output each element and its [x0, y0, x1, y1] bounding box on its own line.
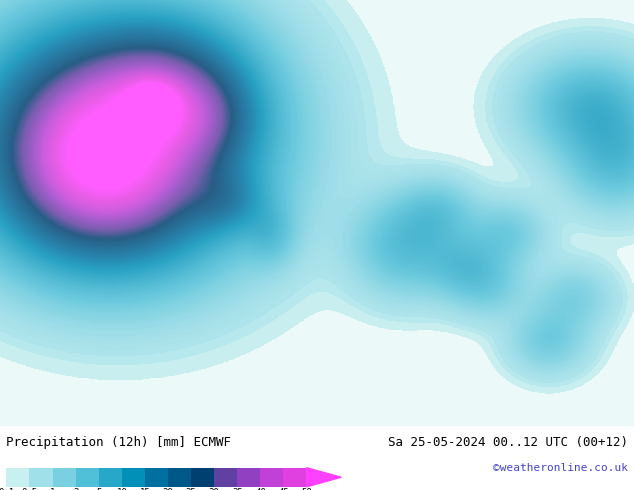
Polygon shape: [307, 467, 341, 487]
Text: 40: 40: [255, 488, 266, 490]
FancyBboxPatch shape: [168, 467, 191, 487]
Text: 30: 30: [209, 488, 219, 490]
Text: 1: 1: [50, 488, 55, 490]
FancyBboxPatch shape: [261, 467, 283, 487]
Text: 15: 15: [139, 488, 150, 490]
Text: 45: 45: [278, 488, 289, 490]
Text: 25: 25: [186, 488, 197, 490]
FancyBboxPatch shape: [237, 467, 261, 487]
FancyBboxPatch shape: [29, 467, 53, 487]
Text: 0.5: 0.5: [22, 488, 37, 490]
Text: 20: 20: [163, 488, 173, 490]
FancyBboxPatch shape: [122, 467, 145, 487]
FancyBboxPatch shape: [53, 467, 75, 487]
FancyBboxPatch shape: [99, 467, 122, 487]
Text: Sa 25-05-2024 00..12 UTC (00+12): Sa 25-05-2024 00..12 UTC (00+12): [387, 436, 628, 449]
FancyBboxPatch shape: [214, 467, 237, 487]
Text: ©weatheronline.co.uk: ©weatheronline.co.uk: [493, 463, 628, 473]
FancyBboxPatch shape: [6, 467, 29, 487]
Text: 35: 35: [232, 488, 243, 490]
Text: 5: 5: [96, 488, 101, 490]
Text: 0.1: 0.1: [0, 488, 15, 490]
Text: 50: 50: [301, 488, 312, 490]
Text: Precipitation (12h) [mm] ECMWF: Precipitation (12h) [mm] ECMWF: [6, 436, 231, 449]
FancyBboxPatch shape: [191, 467, 214, 487]
FancyBboxPatch shape: [75, 467, 99, 487]
Text: 10: 10: [117, 488, 127, 490]
Text: 2: 2: [73, 488, 79, 490]
FancyBboxPatch shape: [145, 467, 168, 487]
FancyBboxPatch shape: [283, 467, 307, 487]
